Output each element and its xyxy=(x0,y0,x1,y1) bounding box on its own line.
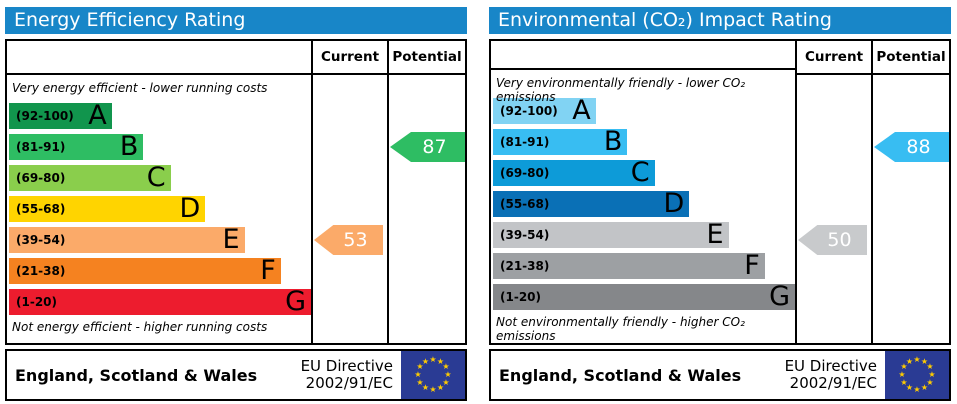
bottom-caption: Not environmentally friendly - higher CO… xyxy=(496,315,745,343)
band-letter: C xyxy=(630,157,650,188)
bands-area: Very energy efficient - lower running co… xyxy=(7,75,311,343)
band-letter: D xyxy=(179,193,201,224)
band-letter: D xyxy=(663,188,685,219)
band-range: (21-38) xyxy=(500,259,550,273)
current-rating-value: 50 xyxy=(827,229,852,251)
region-label: England, Scotland & Wales xyxy=(15,365,258,385)
current-column: Current 50 xyxy=(795,41,871,343)
header-spacer xyxy=(7,41,311,75)
potential-header: Potential xyxy=(873,41,949,75)
environmental-impact-panel: Environmental (CO₂) Impact Rating Very e… xyxy=(489,7,951,401)
potential-rating-arrow: 88 xyxy=(874,132,949,162)
band-bar-e: (39-54) E xyxy=(9,224,245,255)
current-header: Current xyxy=(313,41,387,75)
eu-directive-label: EU Directive 2002/91/EC xyxy=(300,356,393,392)
band-range: (55-68) xyxy=(500,197,550,211)
potential-rating-value: 87 xyxy=(422,136,447,158)
bands-column: Very energy efficient - lower running co… xyxy=(7,41,311,343)
band-bar-b: (81-91) B xyxy=(9,131,144,162)
potential-rating-value: 88 xyxy=(906,136,931,158)
potential-cell: 87 xyxy=(389,75,465,343)
band-letter: B xyxy=(603,126,623,157)
band-bar-f: (21-38) F xyxy=(9,255,281,286)
band-range: (1-20) xyxy=(500,290,541,304)
band-letter: G xyxy=(285,286,306,317)
panel-footer: England, Scotland & Wales EU Directive 2… xyxy=(489,349,951,401)
band-bar-c: (69-80) C xyxy=(493,157,655,188)
current-header: Current xyxy=(797,41,871,75)
band-bar-a: (92-100) A xyxy=(493,95,596,126)
band-bar-g: (1-20) G xyxy=(493,281,795,312)
band-range: (81-91) xyxy=(500,135,550,149)
top-caption: Very environmentally friendly - lower CO… xyxy=(496,76,746,104)
energy-efficiency-panel: Energy Efficiency Rating Very energy eff… xyxy=(5,7,467,401)
band-bars: (92-100) A (81-91) B (69-80) C (55-68) D (39… xyxy=(9,100,311,317)
bands-column: Very environmentally friendly - lower CO… xyxy=(491,41,795,343)
band-letter: F xyxy=(744,250,760,281)
band-range: (55-68) xyxy=(16,202,66,216)
band-range: (1-20) xyxy=(16,295,57,309)
band-bars: (92-100) A (81-91) B (69-80) C (55-68) D (39… xyxy=(493,95,795,312)
potential-column: Potential 88 xyxy=(871,41,949,343)
band-letter: G xyxy=(769,281,790,312)
rating-table: Very environmentally friendly - lower CO… xyxy=(489,39,951,345)
band-range: (69-80) xyxy=(500,166,550,180)
potential-column: Potential 87 xyxy=(387,41,465,343)
bottom-caption: Not energy efficient - higher running co… xyxy=(12,320,268,334)
potential-header: Potential xyxy=(389,41,465,75)
potential-rating-arrow: 87 xyxy=(390,132,465,162)
band-bar-c: (69-80) C xyxy=(9,162,171,193)
panel-title: Energy Efficiency Rating xyxy=(5,7,467,34)
band-bar-f: (21-38) F xyxy=(493,250,765,281)
band-bar-a: (92-100) A xyxy=(9,100,112,131)
eu-directive-label: EU Directive 2002/91/EC xyxy=(784,356,877,392)
bands-area: Very environmentally friendly - lower CO… xyxy=(491,70,795,343)
header-spacer xyxy=(491,41,795,70)
potential-cell: 88 xyxy=(873,75,949,343)
current-cell: 50 xyxy=(797,75,871,343)
band-range: (39-54) xyxy=(16,233,66,247)
panel-title: Environmental (CO₂) Impact Rating xyxy=(489,7,951,34)
band-bar-g: (1-20) G xyxy=(9,286,311,317)
current-rating-arrow: 53 xyxy=(314,225,383,255)
band-letter: C xyxy=(146,162,166,193)
band-letter: F xyxy=(260,255,276,286)
eu-flag-icon: ★ ★ ★ ★ ★ ★ ★ ★ ★ ★ ★ ★ xyxy=(401,351,465,399)
current-cell: 53 xyxy=(313,75,387,343)
region-label: England, Scotland & Wales xyxy=(499,365,742,385)
current-rating-value: 53 xyxy=(343,229,368,251)
rating-table: Very energy efficient - lower running co… xyxy=(5,39,467,345)
band-letter: A xyxy=(88,100,107,131)
band-range: (21-38) xyxy=(16,264,66,278)
band-bar-d: (55-68) D xyxy=(9,193,206,224)
eu-flag-icon: ★ ★ ★ ★ ★ ★ ★ ★ ★ ★ ★ ★ xyxy=(885,351,949,399)
band-range: (92-100) xyxy=(500,104,558,118)
band-range: (39-54) xyxy=(500,228,550,242)
band-letter: B xyxy=(119,131,139,162)
current-rating-arrow: 50 xyxy=(798,225,867,255)
band-letter: A xyxy=(572,95,591,126)
band-range: (92-100) xyxy=(16,109,74,123)
top-caption: Very energy efficient - lower running co… xyxy=(12,81,268,95)
band-bar-e: (39-54) E xyxy=(493,219,729,250)
current-column: Current 53 xyxy=(311,41,387,343)
band-letter: E xyxy=(222,224,240,255)
band-range: (69-80) xyxy=(16,171,66,185)
band-bar-b: (81-91) B xyxy=(493,126,628,157)
panel-footer: England, Scotland & Wales EU Directive 2… xyxy=(5,349,467,401)
band-range: (81-91) xyxy=(16,140,66,154)
band-letter: E xyxy=(706,219,724,250)
band-bar-d: (55-68) D xyxy=(493,188,690,219)
